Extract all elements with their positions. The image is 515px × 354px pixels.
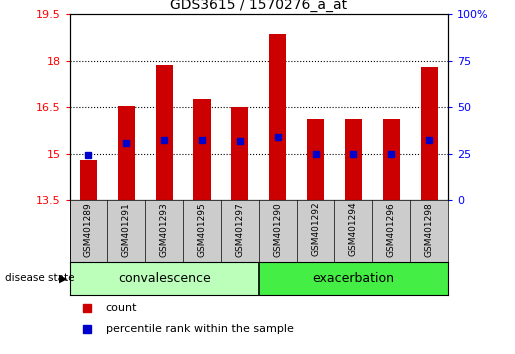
Bar [269, 34, 286, 200]
Text: GSM401292: GSM401292 [311, 202, 320, 257]
Bar [70, 262, 259, 295]
Bar [259, 262, 448, 295]
Bar [421, 67, 438, 200]
Text: convalescence: convalescence [118, 272, 211, 285]
Text: count: count [106, 303, 137, 313]
Bar [345, 119, 362, 200]
Text: disease state: disease state [5, 273, 75, 283]
Text: exacerbation: exacerbation [313, 272, 394, 285]
Text: GSM401294: GSM401294 [349, 202, 358, 257]
Text: GSM401290: GSM401290 [273, 202, 282, 257]
Bar [231, 107, 248, 200]
Title: GDS3615 / 1570276_a_at: GDS3615 / 1570276_a_at [170, 0, 347, 12]
Bar [194, 99, 211, 200]
Text: GSM401289: GSM401289 [84, 202, 93, 257]
Text: GSM401298: GSM401298 [425, 202, 434, 257]
Text: percentile rank within the sample: percentile rank within the sample [106, 324, 294, 334]
Text: GSM401297: GSM401297 [235, 202, 244, 257]
Bar [156, 65, 173, 200]
Text: ▶: ▶ [59, 273, 68, 283]
Text: GSM401291: GSM401291 [122, 202, 131, 257]
Text: GSM401295: GSM401295 [198, 202, 207, 257]
Bar [383, 119, 400, 200]
Bar [307, 119, 324, 200]
Text: GSM401296: GSM401296 [387, 202, 396, 257]
Bar [118, 105, 135, 200]
Bar [80, 160, 97, 200]
Text: GSM401293: GSM401293 [160, 202, 168, 257]
